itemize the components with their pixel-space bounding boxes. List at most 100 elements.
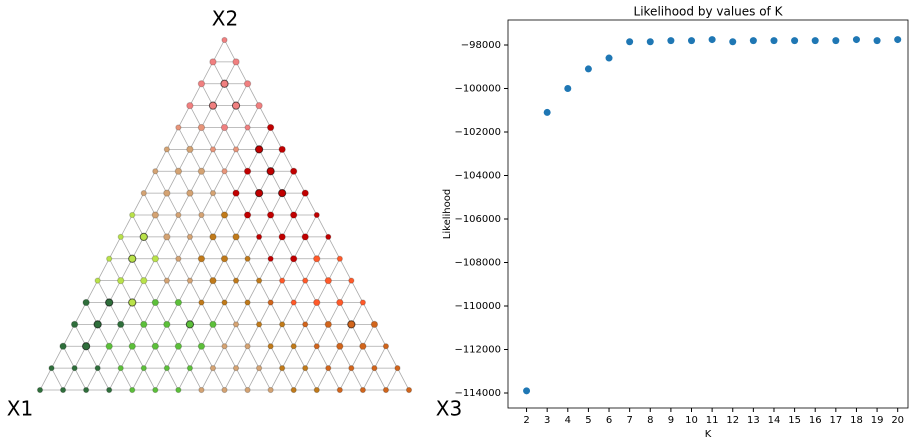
x-tick-label: 8 xyxy=(647,415,653,426)
ternary-point xyxy=(209,233,217,241)
x-tick-label: 9 xyxy=(668,415,674,426)
ternary-point xyxy=(243,80,252,88)
ternary-point xyxy=(290,343,297,350)
ternary-point xyxy=(209,365,217,372)
ternary-point xyxy=(278,189,287,198)
ternary-point xyxy=(151,298,159,307)
ternary-point xyxy=(359,299,366,306)
x-tick-label: 3 xyxy=(544,415,550,426)
point xyxy=(564,85,572,93)
y-tick-label: −106000 xyxy=(454,214,501,225)
point xyxy=(523,387,531,395)
ternary-grid xyxy=(143,192,248,391)
ternary-point xyxy=(336,342,344,350)
ternary-point xyxy=(313,386,320,394)
point xyxy=(729,38,737,46)
ternary-point xyxy=(174,342,183,350)
ternary-axis-label: X1 xyxy=(7,397,33,421)
x-tick-label: 20 xyxy=(891,415,904,426)
ternary-point xyxy=(255,233,263,240)
ternary-point xyxy=(221,299,228,306)
ternary-point xyxy=(267,343,274,350)
ternary-point xyxy=(220,79,229,88)
ternary-point xyxy=(279,365,286,372)
ternary-point xyxy=(151,255,159,263)
point xyxy=(852,36,860,44)
ternary-point xyxy=(59,386,67,394)
ternary-point xyxy=(197,80,206,88)
ternary-point xyxy=(266,211,275,219)
x-tick-label: 5 xyxy=(585,415,591,426)
ternary-point xyxy=(174,167,183,175)
ternary-grid xyxy=(74,324,110,391)
point xyxy=(646,38,654,46)
ternary-grid xyxy=(62,61,237,391)
point xyxy=(770,37,778,45)
ternary-point xyxy=(197,255,206,263)
ternary-axis-label: X3 xyxy=(436,397,462,421)
ternary-point xyxy=(163,146,170,153)
ternary-axis-label: X2 xyxy=(212,7,238,31)
point xyxy=(543,108,551,116)
ternary-point xyxy=(244,386,251,394)
ternary-point xyxy=(382,386,390,394)
ternary-point xyxy=(209,146,217,153)
point xyxy=(584,65,592,73)
ternary-point xyxy=(71,365,78,372)
ternary-point xyxy=(325,365,332,372)
ternary-point xyxy=(302,321,309,328)
ternary-point xyxy=(163,320,171,329)
y-tick-label: −110000 xyxy=(454,301,501,312)
ternary-point xyxy=(186,233,194,240)
ternary-point xyxy=(278,233,286,241)
ternary-point xyxy=(267,299,274,306)
ternary-point xyxy=(255,277,263,284)
ternary-point xyxy=(302,365,309,372)
ternary-point xyxy=(175,255,182,262)
ternary-point xyxy=(370,320,379,329)
ternary-point xyxy=(371,365,378,372)
ternary-point xyxy=(313,343,320,350)
ternary-point xyxy=(232,365,240,372)
ternary-point xyxy=(152,168,159,175)
ternary-point xyxy=(186,277,194,284)
ternary-point xyxy=(325,233,332,240)
ternary-point xyxy=(313,255,321,263)
ternary-point xyxy=(105,342,113,350)
x-tick-label: 10 xyxy=(685,415,698,426)
x-tick-label: 2 xyxy=(523,415,529,426)
y-axis-label: Likelihood xyxy=(442,189,453,239)
ternary-point xyxy=(244,343,251,350)
ternary-grid xyxy=(51,367,64,391)
ternary-point xyxy=(405,386,413,394)
ternary-point xyxy=(163,233,171,241)
ternary-point xyxy=(59,342,67,350)
ternary-point xyxy=(301,233,309,241)
ternary-point xyxy=(266,167,275,176)
point xyxy=(832,37,840,45)
ternary-grid xyxy=(166,149,295,391)
ternary-point xyxy=(82,342,91,351)
ternary-point xyxy=(208,101,218,110)
ternary-point xyxy=(232,321,240,328)
ternary-point xyxy=(220,123,229,132)
ternary-point xyxy=(290,211,298,219)
ternary-point xyxy=(117,233,124,240)
ternary-point xyxy=(266,123,275,132)
ternary-point xyxy=(290,386,297,394)
ternary-point xyxy=(128,298,137,307)
ternary-point xyxy=(244,124,251,131)
x-axis-label: K xyxy=(705,429,712,440)
x-tick-label: 14 xyxy=(768,415,781,426)
x-tick-label: 19 xyxy=(871,415,884,426)
ternary-point xyxy=(186,189,194,197)
ternary-point xyxy=(232,189,240,197)
x-tick-label: 17 xyxy=(829,415,842,426)
y-tick-label: −112000 xyxy=(454,344,501,355)
ternary-point xyxy=(140,190,147,197)
ternary-point xyxy=(198,211,205,219)
ternary-point xyxy=(175,211,182,219)
x-tick-label: 6 xyxy=(606,415,612,426)
ternary-point xyxy=(70,320,79,329)
ternary-point xyxy=(83,386,90,394)
